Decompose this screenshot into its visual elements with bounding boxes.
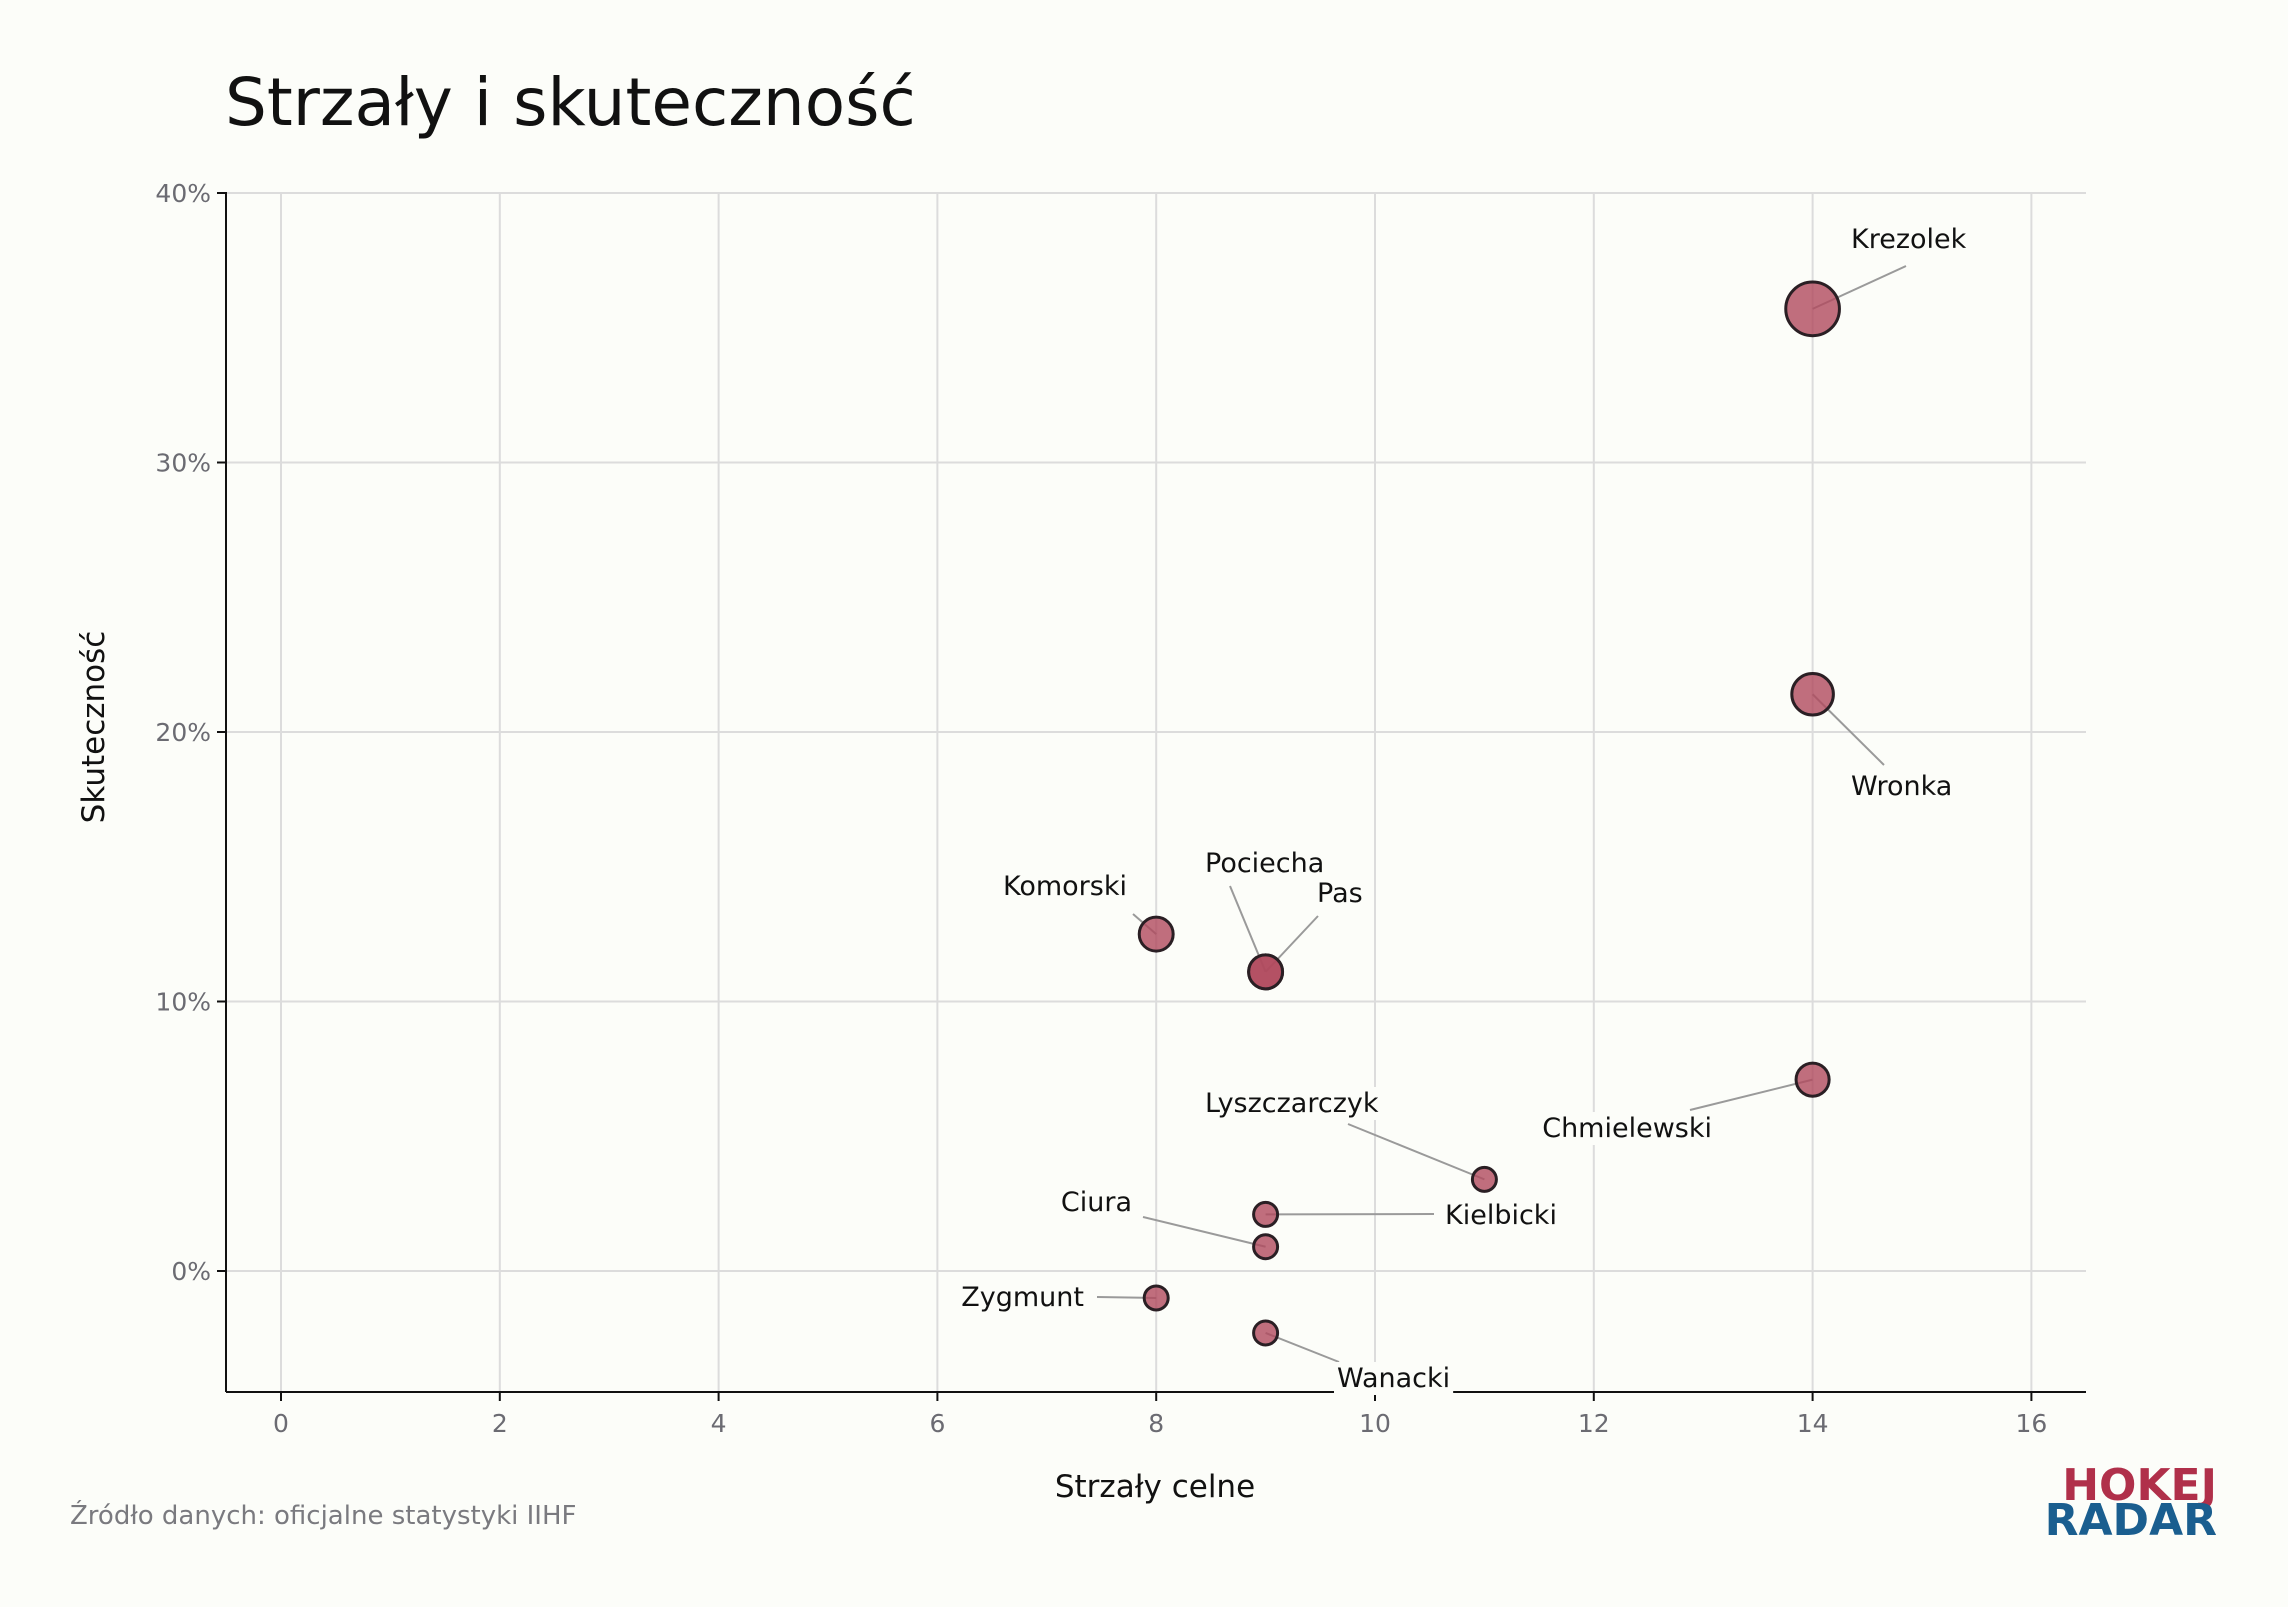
player-labels: Krezolek Wronka Chmielewski Komorski Pociech… <box>958 223 1970 1395</box>
data-point <box>1247 953 1285 991</box>
point-label: Zygmunt <box>961 1282 1084 1313</box>
label-background <box>1848 223 1970 256</box>
point-label: Pociecha <box>1205 848 1324 879</box>
chart-title: Strzały i skuteczność <box>225 64 916 141</box>
x-tick-label: 4 <box>711 1409 727 1438</box>
x-tick-label: 6 <box>929 1409 945 1438</box>
x-axis-title: Strzały celne <box>1055 1469 1255 1505</box>
label-background <box>1334 1362 1454 1395</box>
x-tick-label: 10 <box>1359 1409 1391 1438</box>
label-background <box>1202 1087 1382 1120</box>
point-label: Wronka <box>1851 771 1952 802</box>
label-background <box>1057 1186 1135 1219</box>
point-label: Pas <box>1317 878 1363 909</box>
logo-line1: HOKEJ <box>2062 1460 2217 1511</box>
data-point <box>1252 1319 1280 1347</box>
data-point <box>1470 1165 1498 1193</box>
label-background <box>1202 847 1328 880</box>
point-label: Lyszczarczyk <box>1205 1088 1379 1119</box>
leader-line <box>1142 1216 1266 1248</box>
y-axis-title: Skuteczność <box>76 631 112 824</box>
data-point <box>1784 280 1841 338</box>
axes: 0 2 4 6 8 10 12 14 16 0% 10% 20% 30% 40% <box>155 179 2086 1438</box>
data-point <box>1794 1061 1831 1098</box>
point-label: Chmielewski <box>1542 1113 1712 1144</box>
label-background <box>1314 877 1366 910</box>
data-point <box>1142 1284 1170 1312</box>
point-label: Wanacki <box>1337 1363 1450 1394</box>
x-tick-label: 14 <box>1797 1409 1829 1438</box>
y-tick-label: 20% <box>155 718 211 747</box>
y-tick-label: 0% <box>171 1257 211 1286</box>
y-tick-label: 30% <box>155 449 211 478</box>
x-tick-label: 12 <box>1578 1409 1610 1438</box>
label-background <box>999 870 1130 903</box>
label-background <box>1442 1199 1560 1232</box>
x-tick-label: 8 <box>1148 1409 1164 1438</box>
data-point <box>1137 915 1175 953</box>
point-label: Krezolek <box>1851 224 1967 255</box>
logo-line2: RADAR <box>2045 1495 2217 1546</box>
leader-line <box>1347 1123 1485 1181</box>
point-label: Komorski <box>1003 871 1127 902</box>
data-point <box>1252 1200 1280 1228</box>
point-label: Kielbicki <box>1445 1200 1557 1231</box>
logo: HOKEJ RADAR <box>2045 1460 2217 1546</box>
y-tick-label: 10% <box>155 988 211 1017</box>
point-label: Ciura <box>1061 1187 1132 1218</box>
data-point <box>1790 671 1835 717</box>
leader-line <box>1689 1078 1813 1111</box>
label-background <box>1848 770 1956 803</box>
label-background <box>958 1281 1087 1314</box>
leader-lines <box>1096 265 1907 1363</box>
bubbles <box>1137 280 1841 1347</box>
data-point <box>1252 1233 1280 1261</box>
y-tick-label: 40% <box>155 179 211 208</box>
x-tick-label: 0 <box>273 1409 289 1438</box>
source-note: Źródło danych: oficjalne statystyki IIHF <box>70 1499 576 1531</box>
x-tick-label: 16 <box>2015 1409 2047 1438</box>
grid <box>226 192 2086 1392</box>
label-background <box>1539 1112 1715 1145</box>
x-tick-label: 2 <box>492 1409 508 1438</box>
